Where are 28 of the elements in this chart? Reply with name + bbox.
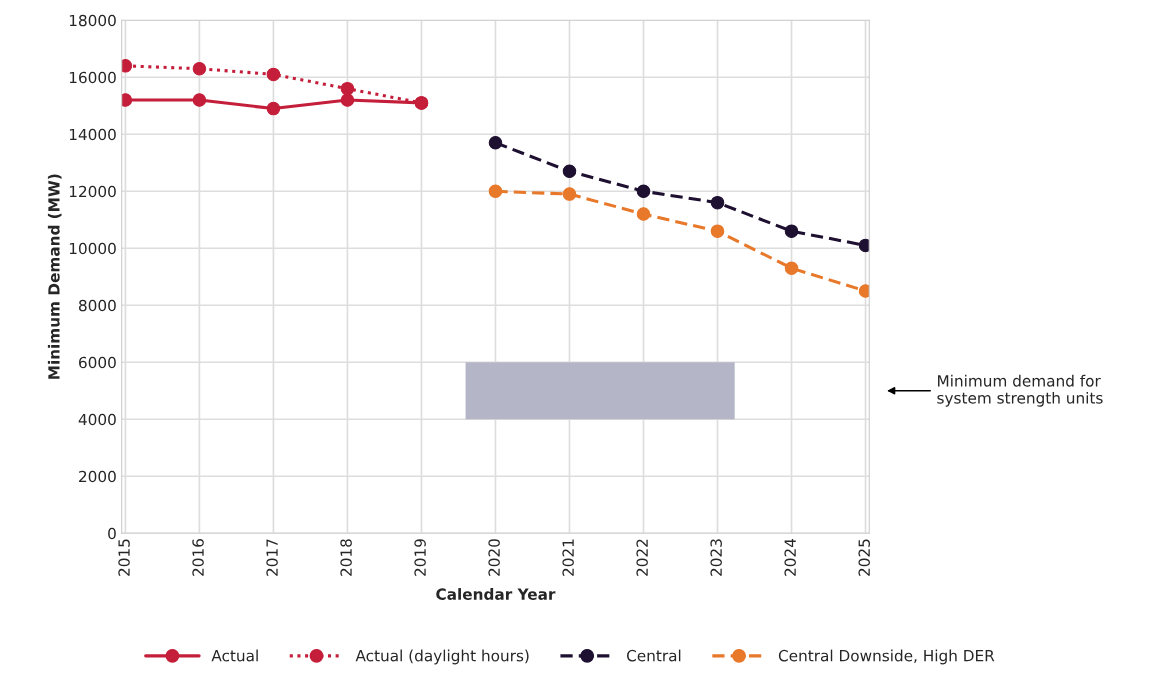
y-tick-label: 18000 xyxy=(69,14,116,27)
x-tick-label: 2023 xyxy=(710,539,722,576)
x-tick-label: 2018 xyxy=(340,539,352,576)
y-tick-label: 8000 xyxy=(78,299,116,312)
y-tick-label: 10000 xyxy=(69,242,116,255)
text: Minimum demand for system strength units xyxy=(937,374,1103,407)
x-tick-label: 2015 xyxy=(118,539,130,576)
y-tick-label: 16000 xyxy=(69,71,116,84)
x-tick-label: 2020 xyxy=(488,539,500,576)
y-tick-label: 6000 xyxy=(79,356,116,369)
y-tick-label: 2000 xyxy=(79,470,116,483)
x-tick-label: 2016 xyxy=(192,539,204,576)
y-tick-label: 12000 xyxy=(69,185,116,198)
x-tick-label: 2025 xyxy=(858,539,870,576)
x-tick-label: 2021 xyxy=(562,539,574,576)
y-tick-label: 4000 xyxy=(78,413,116,426)
x-axis-title: Calendar Year xyxy=(436,588,556,600)
x-tick-label: 2017 xyxy=(266,539,278,576)
legend-label: Central Downside, High DER xyxy=(778,649,995,665)
legend-label: Actual (daylight hours) xyxy=(355,649,529,665)
x-tick-label: 2022 xyxy=(636,539,648,576)
legend-label: Central xyxy=(626,649,681,662)
y-axis-title: Minimum Demand (MW) xyxy=(47,174,62,379)
x-tick-label: 2024 xyxy=(784,538,796,576)
legend-label: Actual xyxy=(211,649,258,662)
x-tick-label: 2019 xyxy=(414,539,426,576)
y-tick-label: 0 xyxy=(108,527,116,540)
y-tick-label: 14000 xyxy=(69,128,116,141)
